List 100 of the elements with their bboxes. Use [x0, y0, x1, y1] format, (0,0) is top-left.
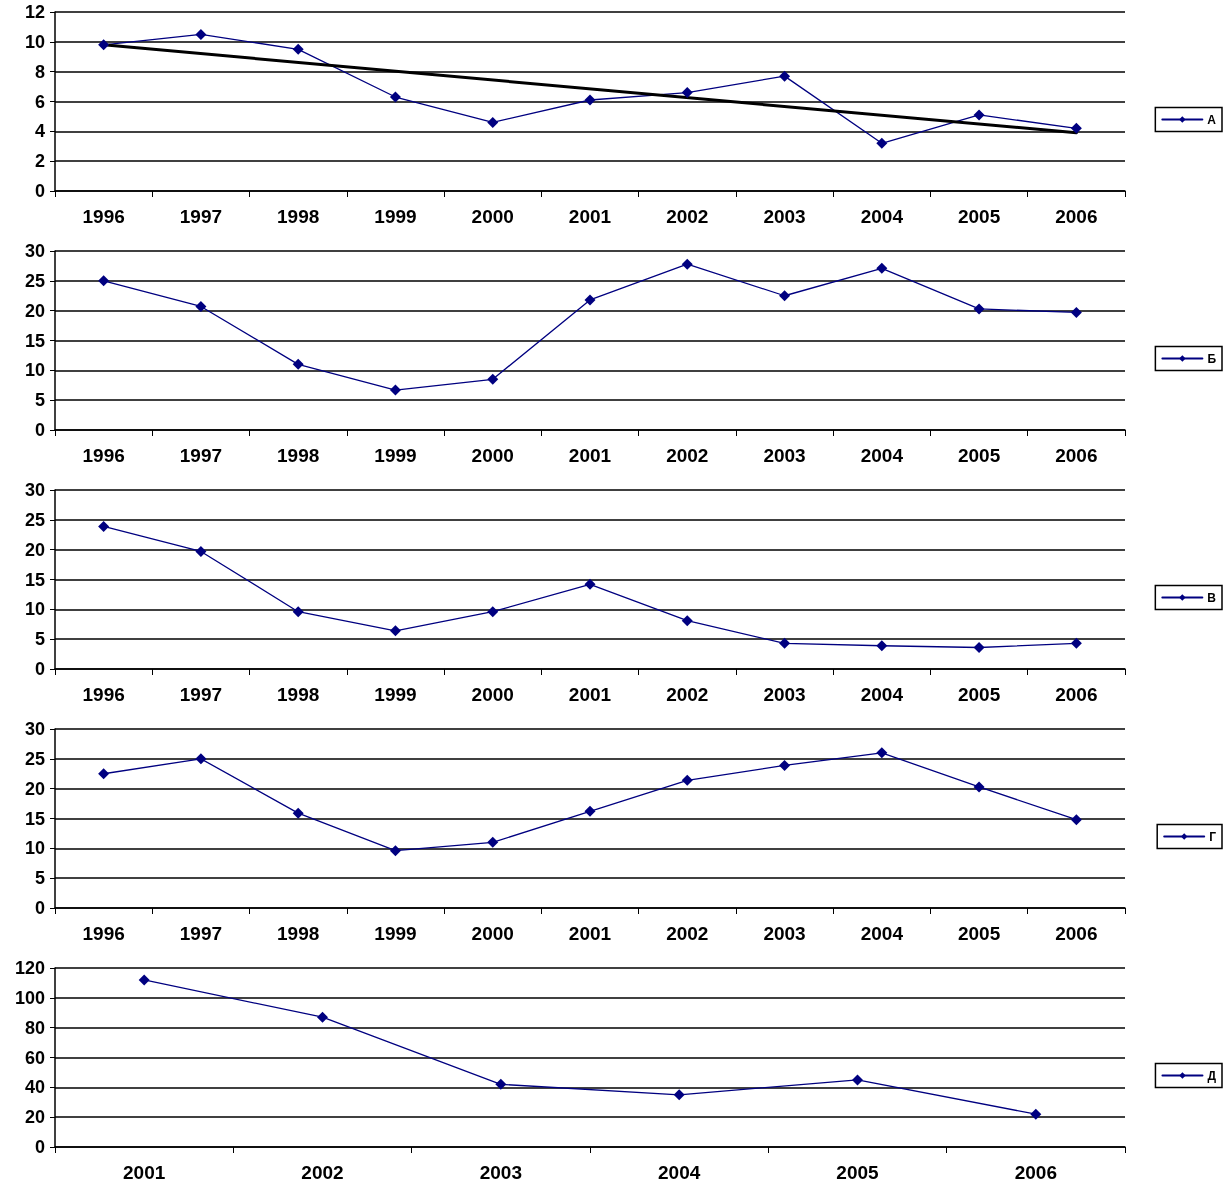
x-tick-label: 2006 [1055, 206, 1098, 227]
point [195, 753, 207, 765]
point [584, 294, 596, 306]
point [584, 805, 596, 817]
x-tick-label: 1996 [82, 923, 125, 944]
legend-label: Г [1209, 829, 1217, 844]
y-tick-label: 25 [24, 270, 45, 291]
x-tick-label: 1999 [374, 206, 417, 227]
point [98, 39, 110, 51]
y-tick-label: 15 [24, 569, 45, 590]
point [876, 747, 888, 759]
x-tick-label: 1998 [277, 684, 320, 705]
x-tick-label: 2003 [763, 923, 806, 944]
x-tick-label: 2002 [666, 445, 709, 466]
point [487, 116, 499, 128]
point [389, 845, 401, 857]
x-tick-label: 2001 [568, 684, 612, 705]
point [98, 520, 110, 532]
x-tick-label: 2001 [123, 1162, 166, 1183]
point [1070, 814, 1082, 826]
point [195, 28, 207, 40]
x-tick-label: 1996 [82, 684, 125, 705]
x-tick-label: 2005 [836, 1162, 880, 1183]
point [389, 384, 401, 396]
point [681, 615, 693, 627]
point [852, 1074, 863, 1086]
point [138, 974, 150, 986]
point [195, 545, 207, 557]
point [973, 109, 985, 121]
y-tick-label: 15 [24, 808, 45, 829]
point [779, 70, 791, 82]
point [876, 262, 888, 274]
x-tick-label: 1998 [277, 445, 320, 466]
y-tick-label: 5 [34, 390, 45, 411]
x-tick-label: 1999 [374, 445, 417, 466]
x-tick-label: 2006 [1055, 445, 1098, 466]
y-tick-label: 20 [24, 539, 45, 560]
x-tick-label: 1997 [179, 923, 223, 944]
x-tick-label: 2003 [763, 206, 806, 227]
y-tick-label: 0 [34, 659, 45, 679]
y-tick-label: 20 [24, 778, 45, 799]
y-tick-label: 0 [34, 420, 45, 440]
x-tick-label: 2005 [957, 923, 1001, 944]
point [487, 836, 499, 848]
point [681, 774, 693, 786]
point [779, 290, 791, 302]
x-tick-label: 2006 [1055, 923, 1098, 944]
y-tick-label: 12 [24, 2, 45, 22]
point [389, 625, 401, 637]
y-tick-label: 30 [24, 719, 45, 739]
y-tick-label: 80 [24, 1017, 45, 1038]
point [487, 373, 499, 385]
point [195, 300, 207, 312]
y-tick-label: 120 [14, 958, 45, 978]
point [1070, 306, 1082, 318]
y-tick-label: 40 [24, 1077, 45, 1098]
point [779, 637, 791, 649]
y-tick-label: 20 [24, 300, 45, 321]
x-tick-label: 1997 [179, 684, 223, 705]
x-tick-label: 2001 [568, 923, 612, 944]
point [779, 759, 791, 771]
point [98, 768, 110, 780]
y-tick-label: 100 [14, 987, 45, 1008]
x-tick-label: 2002 [301, 1162, 344, 1183]
y-tick-label: 10 [24, 599, 45, 620]
y-tick-label: 25 [24, 509, 45, 530]
x-tick-label: 1998 [277, 206, 320, 227]
y-tick-label: 6 [34, 91, 45, 112]
x-tick-label: 2003 [763, 684, 806, 705]
x-tick-label: 1997 [179, 445, 223, 466]
x-tick-label: 2003 [763, 445, 806, 466]
y-tick-label: 4 [34, 121, 45, 142]
x-tick-label: 2002 [666, 923, 709, 944]
x-tick-label: 1996 [82, 206, 125, 227]
point [495, 1078, 507, 1090]
point [292, 807, 304, 819]
y-tick-label: 20 [24, 1107, 45, 1128]
point [973, 781, 985, 793]
x-tick-label: 1996 [82, 445, 125, 466]
x-tick-label: 1997 [179, 206, 223, 227]
y-tick-label: 0 [34, 1137, 45, 1157]
x-tick-label: 2002 [666, 206, 709, 227]
point [1070, 637, 1082, 649]
x-tick-label: 2001 [568, 445, 612, 466]
point [292, 43, 304, 55]
x-tick-label: 2000 [471, 923, 514, 944]
x-tick-label: 2000 [471, 206, 514, 227]
x-tick-label: 2002 [666, 684, 709, 705]
y-tick-label: 8 [34, 61, 45, 82]
legend-label: Д [1207, 1068, 1217, 1083]
x-tick-label: 2005 [957, 206, 1001, 227]
y-tick-label: 30 [24, 480, 45, 500]
point [1070, 122, 1082, 134]
x-tick-label: 2004 [860, 445, 904, 466]
point [389, 91, 401, 103]
point [973, 303, 985, 315]
y-tick-label: 60 [24, 1047, 45, 1068]
x-tick-label: 2005 [957, 684, 1001, 705]
point [292, 358, 304, 370]
y-tick-label: 30 [24, 241, 45, 261]
